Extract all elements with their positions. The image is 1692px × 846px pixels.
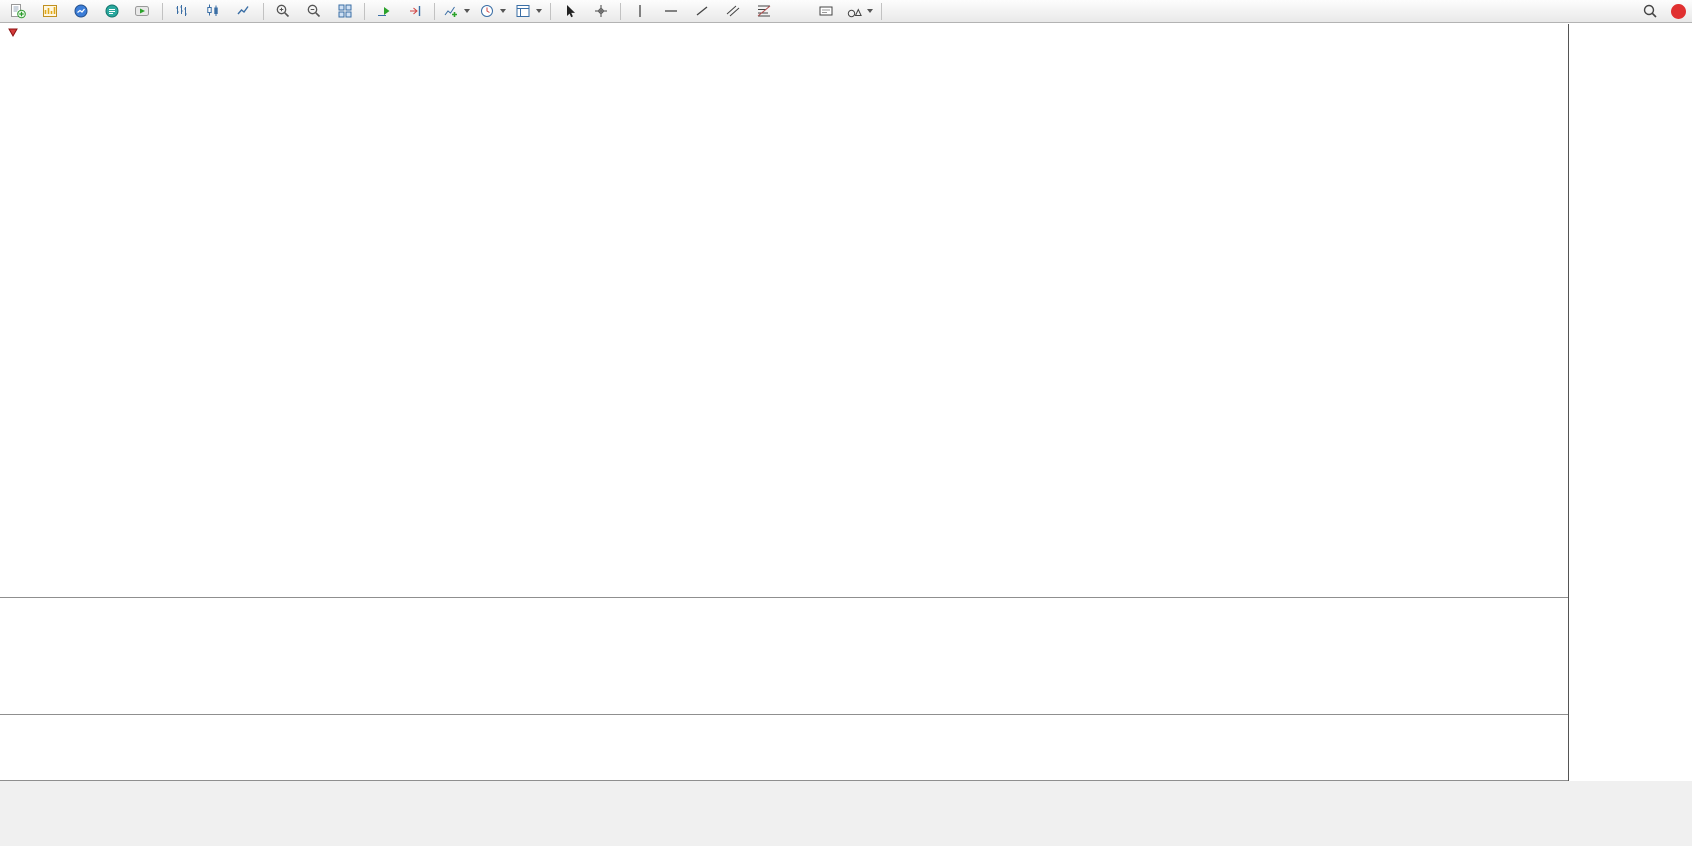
fibonacci-icon — [757, 5, 771, 17]
pane-divider[interactable] — [0, 780, 1692, 781]
template-icon — [516, 5, 530, 17]
horizontal-line-icon — [665, 10, 677, 12]
zoom-in-button[interactable] — [268, 0, 298, 22]
toolbar — [0, 0, 1692, 23]
candlestick-chart-icon — [207, 4, 218, 16]
chart-shift-icon — [410, 6, 421, 16]
channel-button[interactable] — [718, 0, 748, 22]
shapes-button[interactable] — [842, 0, 877, 22]
crosshair-icon — [595, 5, 607, 17]
trendline-button[interactable] — [687, 0, 717, 22]
autotrading-icon — [134, 6, 149, 16]
dropdown-arrow-icon — [867, 9, 873, 13]
toolbar-separator — [364, 2, 365, 20]
rsi-indicator-pane[interactable] — [0, 715, 1568, 780]
dropdown-arrow-icon — [464, 9, 470, 13]
indicators-button[interactable] — [439, 0, 474, 22]
zoom-out-button[interactable] — [299, 0, 329, 22]
cursor-button[interactable] — [555, 0, 585, 22]
toolbar-separator — [550, 2, 551, 20]
horizontal-line-button[interactable] — [656, 0, 686, 22]
text-label-button[interactable] — [811, 0, 841, 22]
price-scale-axis[interactable] — [1568, 24, 1692, 781]
search-button[interactable] — [1635, 0, 1665, 22]
fibonacci-button[interactable] — [749, 0, 779, 22]
autotrading-button[interactable] — [128, 0, 158, 22]
pane-divider[interactable] — [0, 597, 1692, 598]
notification-badge[interactable] — [1671, 3, 1686, 19]
templates-button[interactable] — [511, 0, 546, 22]
text-button[interactable] — [780, 0, 810, 22]
pane-divider[interactable] — [0, 714, 1692, 715]
price-chart-pane[interactable] — [0, 24, 1568, 597]
cursor-icon — [567, 5, 575, 18]
bar-chart-button[interactable] — [167, 0, 197, 22]
clock-icon — [481, 5, 493, 17]
new-chart-icon — [43, 5, 57, 17]
data-window-icon — [105, 4, 119, 18]
vertical-line-button[interactable] — [625, 0, 655, 22]
toolbar-separator — [263, 2, 264, 20]
auto-scroll-button[interactable] — [369, 0, 399, 22]
crosshair-button[interactable] — [586, 0, 616, 22]
channel-icon — [726, 5, 740, 17]
new-order-icon — [10, 4, 26, 19]
bar-chart-icon — [176, 5, 187, 16]
trendline-icon — [696, 6, 708, 16]
zoom-in-icon — [276, 4, 290, 18]
dropdown-arrow-icon — [500, 9, 506, 13]
text-label-icon — [819, 6, 833, 16]
chart-shift-button[interactable] — [400, 0, 430, 22]
toolbar-separator — [881, 2, 882, 20]
tile-windows-icon — [338, 4, 352, 18]
line-chart-button[interactable] — [229, 0, 259, 22]
tile-windows-button[interactable] — [330, 0, 360, 22]
new-order-button[interactable] — [4, 0, 34, 22]
time-scale-axis[interactable] — [0, 781, 1692, 846]
auto-scroll-icon — [378, 7, 390, 16]
market-watch-button[interactable] — [66, 0, 96, 22]
chart-ohlc-label — [8, 28, 30, 38]
line-chart-icon — [237, 6, 249, 15]
search-icon — [1643, 4, 1657, 18]
indicators-icon — [444, 6, 457, 17]
oct-expand-icon[interactable] — [8, 28, 18, 38]
dropdown-arrow-icon — [536, 9, 542, 13]
new-chart-button[interactable] — [35, 0, 65, 22]
market-watch-icon — [74, 4, 88, 18]
toolbar-separator — [434, 2, 435, 20]
candlestick-chart-button[interactable] — [198, 0, 228, 22]
periods-button[interactable] — [475, 0, 510, 22]
toolbar-separator — [162, 2, 163, 20]
toolbar-right-group — [1635, 0, 1688, 22]
zoom-out-icon — [307, 4, 321, 18]
macd-indicator-pane[interactable] — [0, 598, 1568, 714]
vertical-line-icon — [639, 5, 641, 17]
toolbar-separator — [620, 2, 621, 20]
data-window-button[interactable] — [97, 0, 127, 22]
shapes-icon — [847, 8, 862, 18]
